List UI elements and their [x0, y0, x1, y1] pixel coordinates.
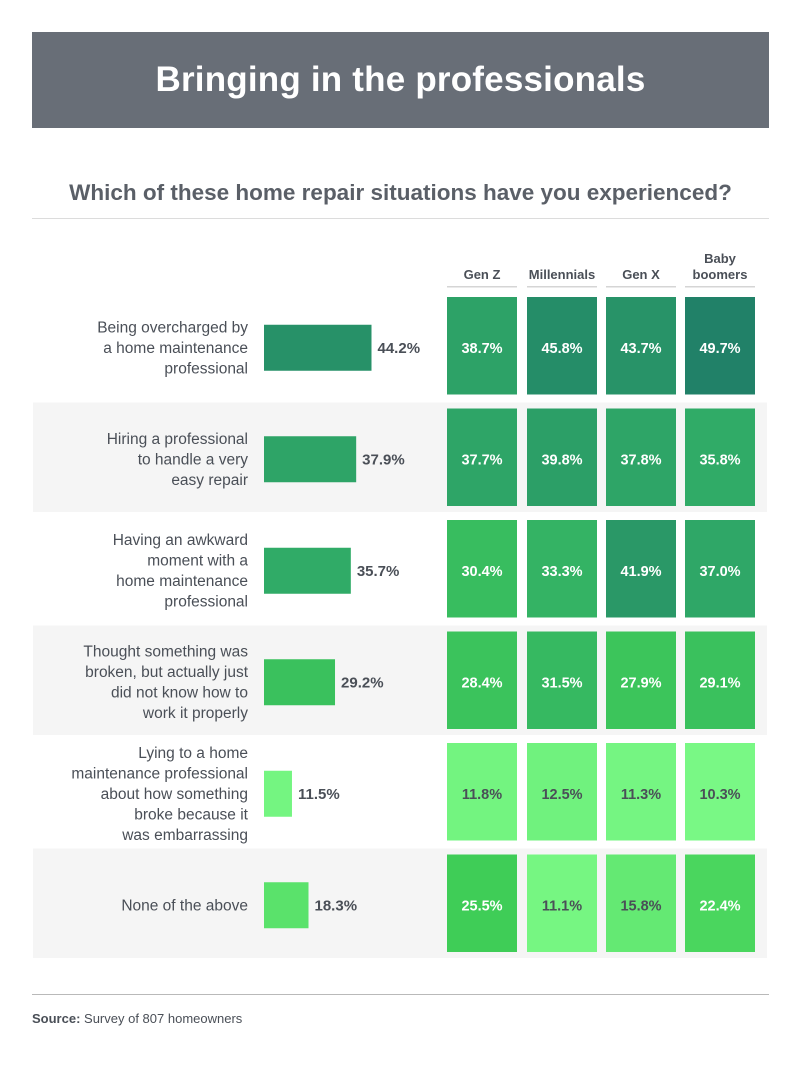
source-note: Source: Survey of 807 homeowners: [32, 1011, 242, 1026]
heatmap-cell-label: 11.1%: [542, 898, 582, 914]
heatmap-cell-label: 28.4%: [461, 675, 502, 691]
overall-bar: [264, 882, 309, 929]
source-label: Source:: [32, 1011, 81, 1026]
heatmap-cell: [447, 743, 517, 841]
overall-bar: [264, 436, 357, 483]
column-header-underline: [606, 286, 676, 288]
heatmap-cell: [447, 631, 517, 729]
heatmap-cell: [606, 297, 676, 395]
heatmap-cell-label: 35.8%: [699, 452, 740, 468]
overall-bar-label: 11.5%: [298, 786, 340, 803]
heatmap-cell: [606, 631, 676, 729]
heatmap-cell: [527, 743, 597, 841]
heatmap-cell: [685, 520, 755, 618]
column-header-underline: [447, 286, 517, 288]
heatmap-cell-label: 11.3%: [621, 787, 661, 803]
heatmap-cell: [606, 520, 676, 618]
row-label: Being overcharged by a home maintenance pr…: [97, 319, 248, 377]
heatmap-cell: [685, 408, 755, 506]
heatmap-cell-label: 30.4%: [461, 564, 502, 580]
heatmap-cell: [527, 408, 597, 506]
heatmap-cell: [527, 631, 597, 729]
heatmap-cell-label: 29.1%: [699, 675, 740, 691]
row-label: Having an awkward moment with a home maint…: [113, 532, 249, 611]
heatmap-cell-label: 10.3%: [699, 787, 740, 803]
heatmap-cell: [447, 297, 517, 395]
overall-bar-label: 35.7%: [357, 563, 400, 580]
heatmap-cell-label: 37.0%: [699, 564, 740, 580]
heatmap-cell: [606, 743, 676, 841]
question-heading: Which of these home repair situations ha…: [69, 180, 732, 205]
heatmap-cell: [685, 743, 755, 841]
heatmap-cell-label: 45.8%: [541, 341, 582, 357]
column-header: Millennials: [529, 267, 595, 282]
heatmap-cell: [527, 854, 597, 952]
heatmap-cell: [527, 297, 597, 395]
heatmap-cell-label: 41.9%: [620, 564, 661, 580]
overall-bar: [264, 659, 336, 706]
heatmap-cell: [606, 854, 676, 952]
column-header: Gen X: [622, 267, 660, 282]
title-banner: Bringing in the professionals: [32, 32, 769, 128]
column-header: Baby boomers: [693, 251, 748, 282]
column-header: Gen Z: [464, 267, 501, 282]
row-label: Lying to a home maintenance professional a…: [71, 745, 248, 844]
overall-bar: [264, 324, 372, 371]
heatmap-cell: [685, 854, 755, 952]
heatmap-cell-label: 12.5%: [541, 787, 582, 803]
heatmap-cell-label: 37.8%: [620, 452, 661, 468]
column-header-underline: [527, 286, 597, 288]
overall-bar-label: 44.2%: [378, 340, 421, 357]
heatmap-cell: [606, 408, 676, 506]
heatmap-cell-label: 31.5%: [541, 675, 582, 691]
heatmap-cell-label: 39.8%: [541, 452, 582, 468]
overall-bar-label: 18.3%: [315, 897, 358, 914]
heatmap-cell-label: 22.4%: [699, 898, 740, 914]
page-title: Bringing in the professionals: [155, 60, 646, 99]
heatmap-cell-label: 43.7%: [620, 341, 661, 357]
heatmap-cell: [447, 854, 517, 952]
overall-bar: [264, 547, 351, 594]
heatmap-cell-label: 38.7%: [461, 341, 502, 357]
heatmap-cell-label: 15.8%: [620, 898, 661, 914]
source-text: Survey of 807 homeowners: [84, 1011, 243, 1026]
column-header-underline: [685, 286, 755, 288]
heatmap-cell-label: 27.9%: [620, 675, 661, 691]
heatmap-cell-label: 11.8%: [462, 787, 502, 803]
question-divider: [32, 218, 769, 219]
heatmap-cell: [685, 297, 755, 395]
overall-bar: [264, 770, 292, 817]
overall-bar-label: 37.9%: [362, 451, 405, 468]
overall-bar-label: 29.2%: [341, 674, 384, 691]
row-label: Thought something was broken, but actuall…: [83, 644, 248, 723]
heatmap-cell: [685, 631, 755, 729]
heatmap-cell-label: 33.3%: [541, 564, 582, 580]
heatmap-cell-label: 25.5%: [461, 898, 502, 914]
row-label: Hiring a professional to handle a very eas…: [107, 431, 249, 489]
heatmap-cell-label: 49.7%: [699, 341, 740, 357]
heatmap-cell-label: 37.7%: [461, 452, 502, 468]
heatmap-cell: [527, 520, 597, 618]
heatmap-cell: [447, 408, 517, 506]
source-divider: [32, 994, 769, 995]
row-label: None of the above: [121, 897, 248, 914]
heatmap-cell: [447, 520, 517, 618]
